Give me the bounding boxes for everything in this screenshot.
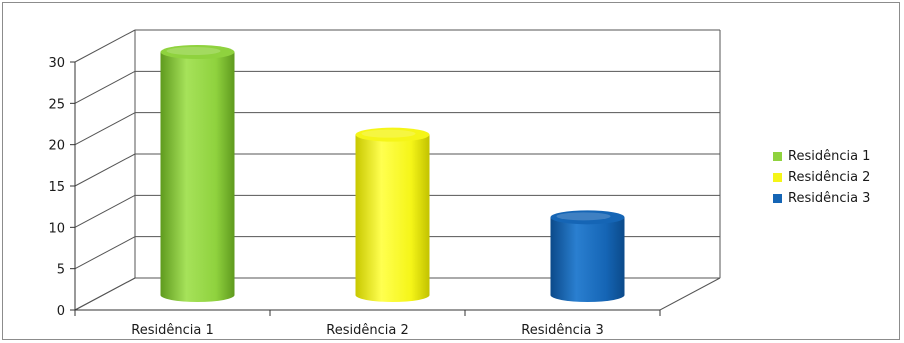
bar-top-highlight [166,47,221,55]
bar-top-highlight [556,212,611,221]
x-tick-label: Residência 3 [521,323,603,338]
legend-label: Residência 3 [788,191,871,206]
gridline-side [74,29,136,63]
bar-body [550,217,625,302]
bar-body [160,52,235,303]
legend-swatch-green [773,152,782,161]
bar-top-highlight [361,129,416,138]
gridline-side [74,70,136,104]
x-tick-label: Residência 2 [326,323,408,338]
y-tick-label: 25 [48,97,65,112]
gridline-side [74,194,136,228]
y-tick-label: 0 [57,304,65,319]
bar-residencia-1 [160,45,235,303]
legend-swatch-yellow [773,173,782,182]
legend-item-residencia-1: Residência 1 [773,146,901,167]
y-tick-label: 30 [48,56,65,71]
gridline-side [74,112,136,146]
bar-top [355,127,430,142]
gridline-side [74,153,136,187]
x-tick-label: Residência 1 [131,323,213,338]
y-tick-label: 5 [57,263,65,278]
bar-top [160,45,235,59]
bar-residencia-3 [550,210,625,302]
bar-body [355,134,430,303]
bar-residencia-2 [355,127,430,303]
legend: Residência 1 Residência 2 Residência 3 [773,146,901,209]
y-tick-label: 15 [48,180,65,195]
gridline-side [74,277,136,311]
legend-item-residencia-3: Residência 3 [773,188,901,209]
legend-label: Residência 2 [788,170,871,185]
chart-frame [2,2,900,340]
y-tick-label: 10 [48,221,65,236]
legend-label: Residência 1 [788,149,871,164]
gridline-side [74,236,136,270]
legend-item-residencia-2: Residência 2 [773,167,901,188]
bar-top [550,210,625,225]
y-tick-label: 20 [48,139,65,154]
legend-swatch-blue [773,194,782,203]
